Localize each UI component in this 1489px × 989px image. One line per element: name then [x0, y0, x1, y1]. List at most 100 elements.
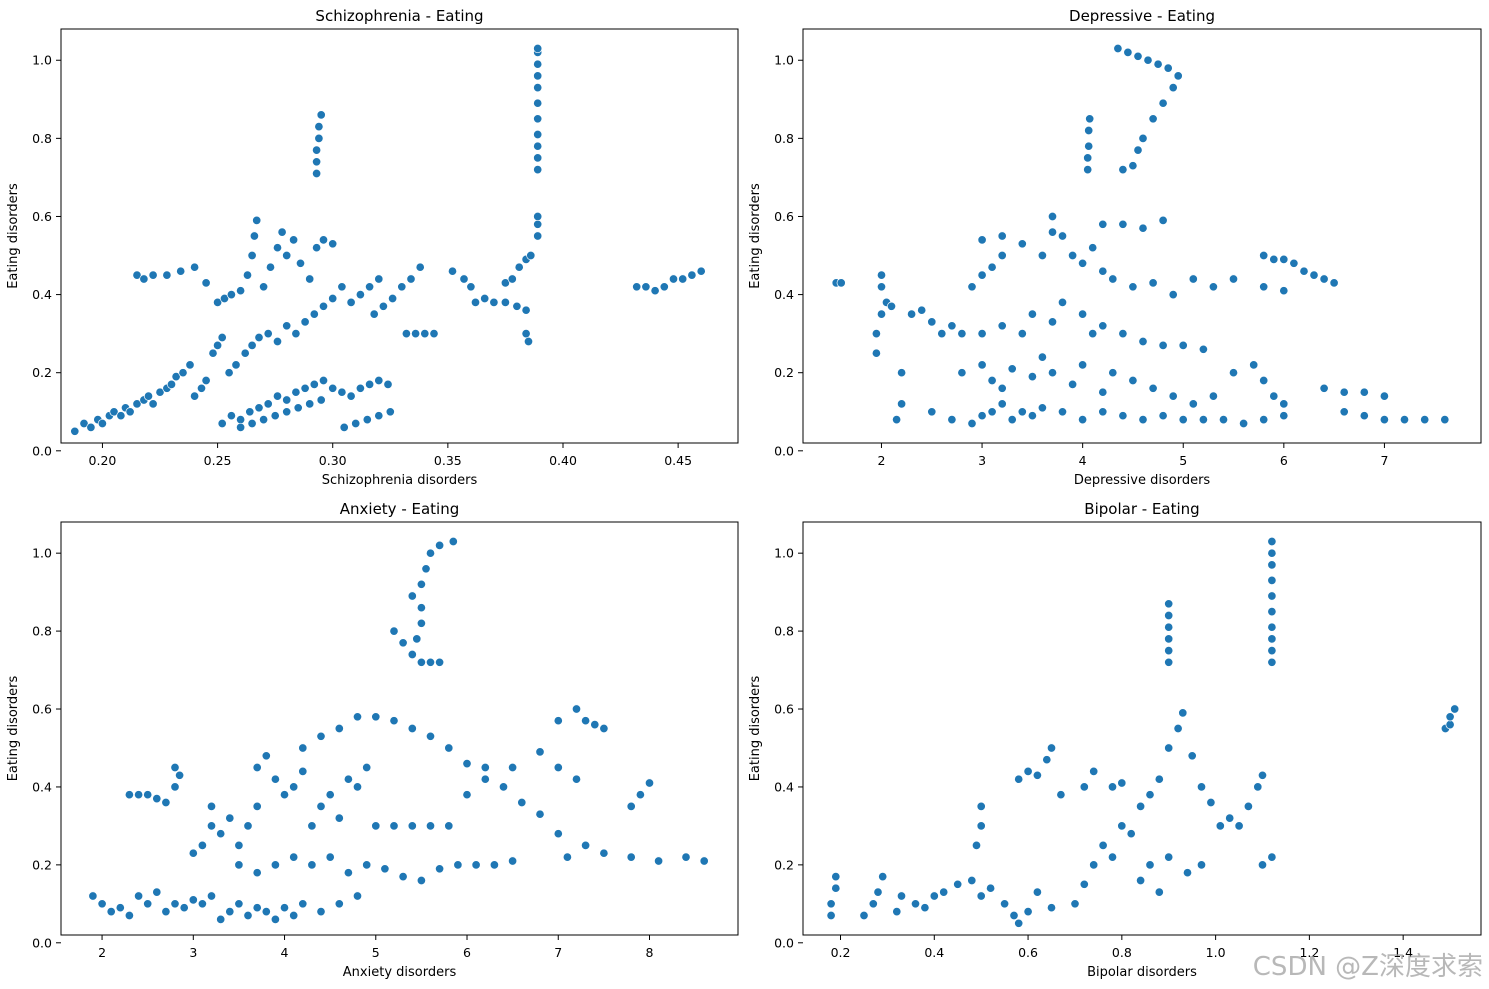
- scatter-point: [977, 270, 987, 280]
- x-axis-label: Schizophrenia disorders: [322, 473, 478, 488]
- scatter-point: [1138, 133, 1148, 143]
- scatter-point: [124, 790, 134, 800]
- scatter-point: [500, 297, 510, 307]
- scatter-point: [533, 211, 543, 222]
- scatter-point: [378, 301, 388, 311]
- y-tick-label: 0.4: [774, 779, 794, 794]
- scatter-point: [1196, 860, 1207, 870]
- plot-frame: [802, 521, 1482, 936]
- y-tick-label: 0.4: [774, 287, 794, 302]
- scatter-point: [252, 868, 262, 878]
- scatter-point: [967, 875, 977, 886]
- scatter-point: [1017, 239, 1027, 249]
- scatter-point: [282, 407, 292, 417]
- scatter-point: [1079, 782, 1089, 792]
- scatter-point: [1420, 415, 1430, 425]
- scatter-point: [261, 907, 271, 917]
- scatter-point: [243, 821, 253, 831]
- y-tick-label: 0.2: [32, 857, 52, 872]
- scatter-point: [1178, 340, 1188, 350]
- scatter-point: [987, 262, 997, 272]
- scatter-point: [1269, 254, 1279, 264]
- scatter-point: [416, 657, 426, 667]
- scatter-point: [291, 387, 301, 397]
- scatter-point: [1027, 372, 1037, 382]
- scatter-point: [272, 391, 283, 401]
- scatter-point: [318, 375, 329, 386]
- scatter-point: [1267, 646, 1277, 656]
- y-tick-label: 0.0: [774, 935, 794, 950]
- scatter-point: [88, 891, 98, 901]
- scatter-point: [907, 309, 917, 319]
- scatter-point: [1450, 704, 1460, 714]
- scatter-point: [435, 540, 445, 550]
- scatter-point: [1158, 340, 1168, 350]
- scatter-point: [1267, 634, 1277, 644]
- scatter-point: [1399, 415, 1410, 425]
- scatter-point: [1032, 887, 1042, 897]
- scatter-point: [190, 262, 200, 272]
- scatter-point: [444, 821, 454, 831]
- scatter-point: [316, 110, 326, 120]
- scatter-point: [480, 774, 490, 784]
- y-tick-label: 0.8: [32, 131, 52, 146]
- scatter-point: [1023, 907, 1033, 917]
- scatter-point: [927, 317, 937, 327]
- scatter-point: [1042, 755, 1052, 765]
- scatter-point: [1118, 411, 1128, 421]
- scatter-point: [1047, 227, 1058, 237]
- scatter-point: [132, 270, 142, 280]
- scatter-point: [535, 747, 545, 757]
- scatter-point: [318, 235, 329, 245]
- scatter-point: [1078, 258, 1088, 268]
- scatter-point: [1178, 415, 1188, 425]
- scatter-point: [533, 83, 543, 93]
- scatter-point: [1249, 360, 1259, 370]
- x-axis-label: Bipolar disorders: [1087, 965, 1197, 980]
- scatter-point: [328, 239, 338, 249]
- scatter-point: [259, 415, 269, 425]
- scatter-point: [316, 395, 326, 405]
- scatter-point: [1158, 215, 1168, 225]
- scatter-point: [134, 891, 144, 901]
- x-axis-label: Depressive disorders: [1074, 473, 1211, 488]
- y-axis-label: Eating disorders: [748, 183, 763, 289]
- scatter-point: [1379, 415, 1389, 425]
- scatter-point: [1108, 274, 1118, 284]
- scatter-point: [1009, 910, 1019, 921]
- scatter-point: [886, 301, 897, 311]
- scatter-point: [1173, 723, 1183, 734]
- scatter-point: [339, 422, 349, 432]
- scatter-point: [247, 340, 257, 350]
- scatter-point: [1289, 258, 1299, 268]
- scatter-point: [892, 907, 902, 917]
- y-tick-label: 0.8: [774, 624, 794, 639]
- x-tick-label: 8: [646, 945, 654, 960]
- scatter-point: [179, 903, 189, 913]
- scatter-point: [1057, 231, 1068, 241]
- plot-frame: [802, 28, 1482, 444]
- scatter-point: [498, 782, 509, 792]
- scatter-point: [1379, 391, 1389, 401]
- scatter-point: [318, 301, 329, 311]
- scatter-point: [420, 329, 430, 339]
- scatter-point: [668, 274, 679, 284]
- scatter-point: [871, 348, 881, 358]
- scatter-point: [826, 899, 836, 909]
- scatter-point: [263, 399, 273, 409]
- scatter-point: [1084, 141, 1094, 151]
- scatter-point: [1047, 211, 1058, 222]
- scatter-point: [1098, 387, 1108, 397]
- chart-title: Bipolar - Eating: [1084, 500, 1199, 518]
- x-tick-label: 3: [978, 453, 986, 468]
- scatter-point: [1078, 309, 1088, 319]
- y-tick-label: 0.6: [774, 209, 794, 224]
- scatter-point: [261, 751, 271, 761]
- scatter-point: [997, 321, 1007, 331]
- scatter-point: [162, 270, 172, 280]
- x-tick-label: 4: [281, 945, 289, 960]
- scatter-point: [1267, 657, 1277, 667]
- scatter-point: [1445, 720, 1455, 730]
- scatter-point: [178, 368, 188, 378]
- scatter-point: [247, 418, 257, 429]
